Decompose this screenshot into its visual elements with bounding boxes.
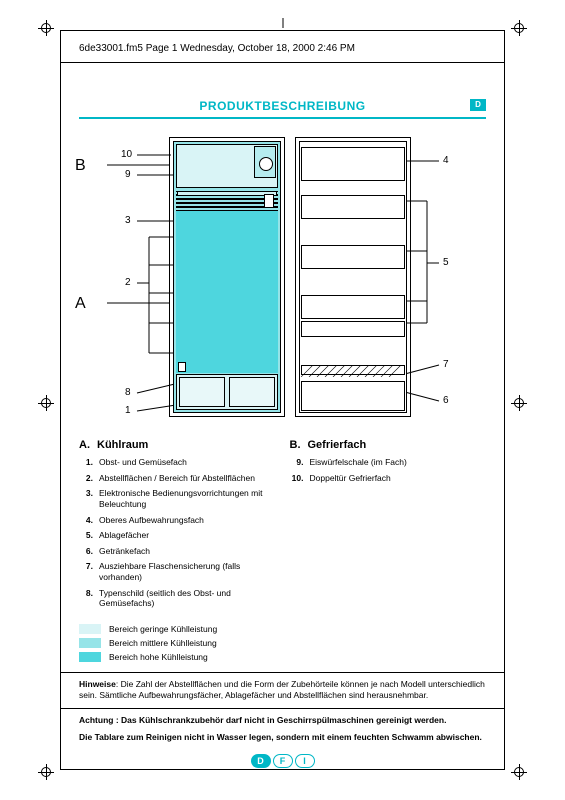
crop-mark: [511, 20, 527, 36]
legend-row: Bereich hohe Kühlleistung: [79, 652, 486, 662]
list-item: 9.Eiswürfelschale (im Fach): [290, 457, 487, 468]
label-B: B: [75, 157, 86, 175]
separator: [61, 672, 504, 673]
list-item: 2.Abstellflächen / Bereich für Abstellfl…: [79, 473, 276, 484]
list-item: 6.Getränkefach: [79, 546, 276, 557]
crop-mark: [38, 20, 54, 36]
product-diagram: B A 10 9 3 2 8 1 4 5 7 6: [79, 133, 486, 435]
callout-2: 2: [125, 277, 131, 288]
list-item: 1.Obst- und Gemüsefach: [79, 457, 276, 468]
list-item: 3.Elektronische Bedienungsvorrichtungen …: [79, 488, 276, 509]
col-A: A.Kühlraum 1.Obst- und Gemüsefach2.Abste…: [79, 439, 276, 614]
callout-10: 10: [121, 149, 132, 160]
footer-lang-pills: DFI: [79, 754, 486, 768]
callout-6: 6: [443, 395, 449, 406]
lang-pill: D: [251, 754, 271, 768]
callout-7: 7: [443, 359, 449, 370]
crop-mark: [282, 18, 283, 28]
lang-pill: I: [295, 754, 315, 768]
crop-mark: [511, 395, 527, 411]
legend-columns: A.Kühlraum 1.Obst- und Gemüsefach2.Abste…: [79, 439, 486, 614]
callout-9: 9: [125, 169, 131, 180]
lang-pill: F: [273, 754, 293, 768]
legend-row: Bereich geringe Kühlleistung: [79, 624, 486, 634]
crop-mark: [511, 764, 527, 780]
lang-badge: D: [470, 99, 486, 111]
note-hinweise: Hinweise: Die Zahl der Abstellflächen un…: [79, 679, 486, 702]
crop-mark: [38, 764, 54, 780]
cooling-legend: Bereich geringe Kühlleistung Bereich mitt…: [79, 624, 486, 662]
crop-mark: [38, 395, 54, 411]
note-tablare: Die Tablare zum Reinigen nicht in Wasser…: [79, 732, 486, 743]
fridge-door: [295, 137, 411, 417]
page-title: PRODUKTBESCHREIBUNG: [199, 99, 365, 113]
note-achtung: Achtung : Das Kühlschrankzubehör darf ni…: [79, 715, 486, 726]
doc-header: 6de33001.fm5 Page 1 Wednesday, October 1…: [79, 43, 486, 54]
list-item: 7.Ausziehbare Flaschensicherung (falls v…: [79, 561, 276, 582]
callout-8: 8: [125, 387, 131, 398]
legend-row: Bereich mittlere Kühlleistung: [79, 638, 486, 648]
callout-3: 3: [125, 215, 131, 226]
title-bar: PRODUKTBESCHREIBUNG D: [79, 99, 486, 113]
header-rule: [61, 62, 504, 63]
title-underline: [79, 117, 486, 119]
list-item: 10.Doppeltür Gefrierfach: [290, 473, 487, 484]
fridge-interior: [169, 137, 285, 417]
list-item: 8.Typenschild (seitlich des Obst- und Ge…: [79, 588, 276, 609]
callout-5: 5: [443, 257, 449, 268]
label-A: A: [75, 295, 86, 313]
separator: [61, 708, 504, 709]
col-B: B.Gefrierfach 9.Eiswürfelschale (im Fach…: [290, 439, 487, 614]
list-item: 4.Oberes Aufbewahrungsfach: [79, 515, 276, 526]
list-item: 5.Ablagefächer: [79, 530, 276, 541]
page-frame: 6de33001.fm5 Page 1 Wednesday, October 1…: [60, 30, 505, 770]
callout-4: 4: [443, 155, 449, 166]
callout-1: 1: [125, 405, 131, 416]
